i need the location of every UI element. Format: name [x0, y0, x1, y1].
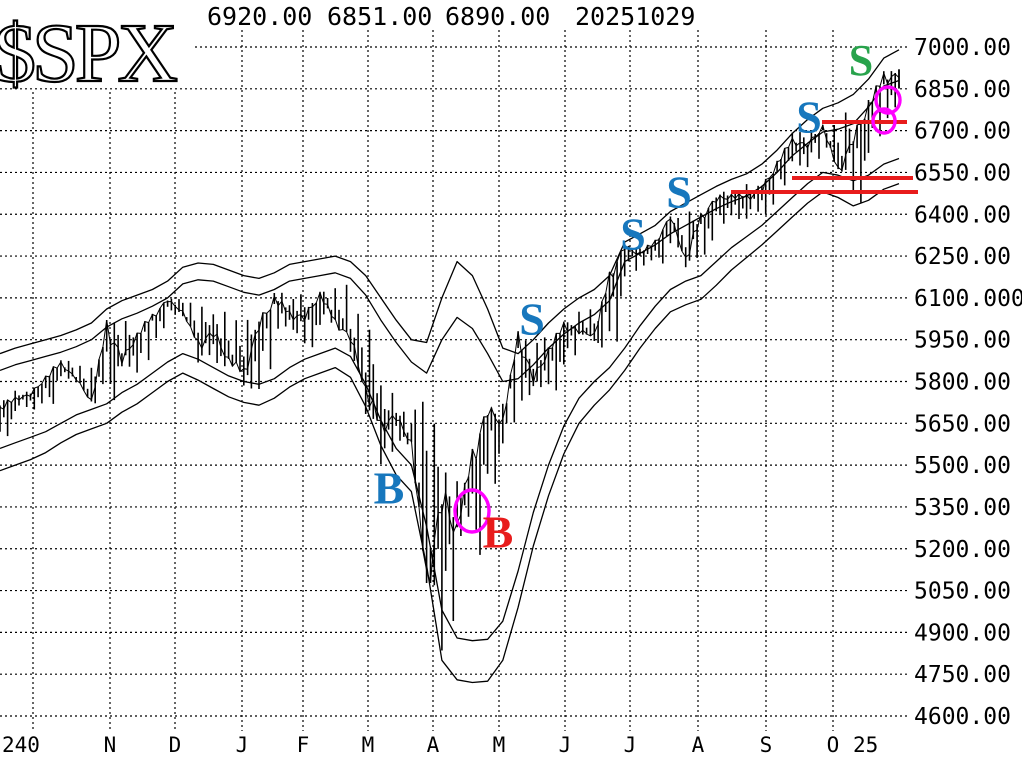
x-axis-label-M-5: M [362, 733, 375, 757]
y-axis-label-4600: 4600.00 [914, 704, 1011, 730]
signal-sell-4: S [666, 167, 692, 218]
header-high-value: 6920.00 [207, 2, 312, 31]
highlight-ellipse-0 [453, 488, 491, 534]
x-axis-label-D-2: D [169, 733, 182, 757]
signal-buy-0: B [374, 463, 405, 514]
y-axis-label-5950: 5950.00 [914, 328, 1011, 354]
header-low-value: 6851.00 [327, 2, 432, 31]
signal-sell-5: S [796, 92, 822, 143]
band-layer [0, 49, 900, 684]
y-axis-label-5650: 5650.00 [914, 411, 1011, 437]
y-axis-label-6850: 6850.00 [914, 77, 1011, 103]
signal-sell-6: S [849, 36, 873, 85]
x-axis-label-J-9: J [624, 733, 637, 757]
ticker-symbol: $SPX [0, 7, 177, 100]
x-axis-label-25-13: 25 [853, 733, 878, 757]
x-axis-label-F-4: F [297, 733, 310, 757]
upper-band-outer [0, 49, 900, 355]
y-axis-label-6250: 6250.00 [914, 244, 1011, 270]
y-axis-label-5350: 5350.00 [914, 495, 1011, 521]
highlight-ellipse-2 [871, 107, 897, 135]
x-axis-label-A-10: A [692, 733, 705, 757]
grid-layer [0, 30, 908, 731]
close-line [0, 71, 900, 583]
signal-buy-1: B [483, 507, 514, 558]
y-axis-label-5500: 5500.00 [914, 453, 1011, 479]
signal-sell-3: S [620, 209, 646, 260]
y-axis-label-4900: 4900.00 [914, 620, 1011, 646]
x-axis-label-M-7: M [493, 733, 506, 757]
upper-band-inner [0, 79, 900, 383]
header-last-value: 6890.00 [445, 2, 550, 31]
x-axis-label-J-3: J [236, 733, 249, 757]
lower-band-outer [0, 182, 900, 684]
x-axis-label-S-11: S [760, 733, 773, 757]
y-axis-label-6100: 6100.000 [914, 286, 1022, 312]
highlight-ellipse-1 [874, 85, 902, 115]
x-axis-label-N-1: N [104, 733, 117, 757]
x-axis-label-240-0: 240 [2, 733, 40, 757]
y-axis-label-5200: 5200.00 [914, 537, 1011, 563]
y-axis-label-6700: 6700.00 [914, 119, 1011, 145]
header-date: 20251029 [575, 2, 695, 31]
axis-label-layer: 7000.00 6850.00 6700.00 6550.00 6400.00 6250.… [2, 35, 1022, 757]
y-axis-label-5050: 5050.00 [914, 579, 1011, 605]
x-axis-label-J-8: J [559, 733, 572, 757]
y-axis-label-5800: 5800.00 [914, 370, 1011, 396]
x-axis-label-A-6: A [427, 733, 440, 757]
lower-band-inner [0, 157, 900, 642]
x-axis-label-O-12: O [827, 733, 840, 757]
y-axis-label-4750: 4750.00 [914, 662, 1011, 688]
price-bars [0, 69, 900, 651]
y-axis-label-6400: 6400.00 [914, 202, 1011, 228]
y-axis-label-6550: 6550.00 [914, 160, 1011, 186]
signal-sell-2: S [519, 294, 545, 345]
y-axis-label-7000: 7000.00 [914, 35, 1011, 61]
